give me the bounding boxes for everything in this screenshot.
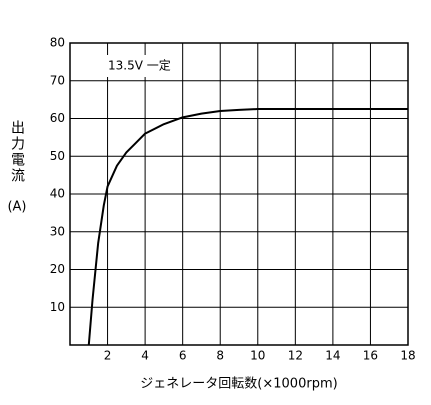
y-tick-label: 70 — [50, 73, 65, 87]
x-tick-label: 6 — [179, 349, 187, 363]
data-line — [87, 108, 408, 346]
x-tick-label: 10 — [250, 349, 265, 363]
x-axis-label: ジェネレータ回転数(×1000rpm) — [140, 377, 337, 392]
y-tick-label: 40 — [50, 187, 65, 201]
y-tick-label: 30 — [50, 224, 65, 238]
y-tick-label: 50 — [50, 149, 65, 163]
x-tick-label: 12 — [288, 349, 303, 363]
x-tick-label: 16 — [363, 349, 378, 363]
y-tick-label: 20 — [50, 262, 65, 276]
y-axis-label: 出力電流 — [9, 120, 25, 184]
y-tick-label: 60 — [50, 111, 65, 125]
x-tick-label: 8 — [216, 349, 224, 363]
x-tick-label: 18 — [400, 349, 415, 363]
x-tick-label: 2 — [104, 349, 112, 363]
y-axis-unit: (A) — [7, 200, 26, 215]
x-tick-label: 4 — [141, 349, 149, 363]
annotation-box — [100, 55, 182, 77]
annotation: 13.5V 一定 — [108, 58, 171, 73]
x-tick-label: 14 — [325, 349, 340, 363]
y-tick-label: 10 — [50, 300, 65, 314]
y-tick-label: 80 — [50, 36, 65, 50]
